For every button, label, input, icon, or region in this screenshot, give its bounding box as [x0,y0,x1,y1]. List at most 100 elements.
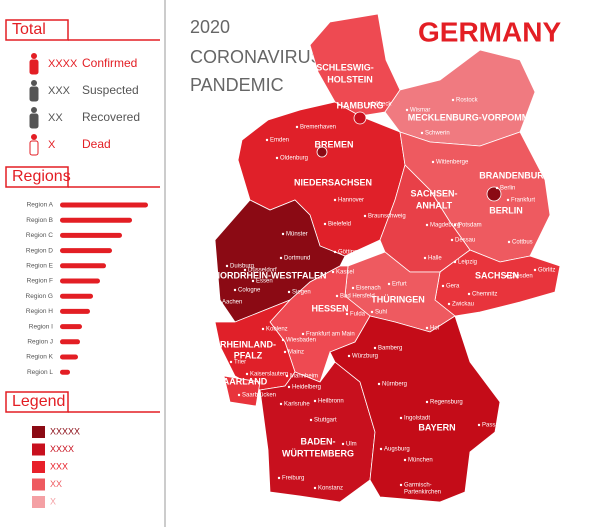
city-dot [447,302,451,306]
city-dot [281,338,285,342]
count: X [48,139,56,151]
city-dot [399,483,403,487]
city-dot [370,310,374,314]
city-label: Saarbrücken [242,393,276,399]
city-label: Emden [270,138,289,144]
city-label: Ingolstadt [404,416,430,422]
city-label: Münster [286,232,308,238]
state-label: NORDRHEIN-WESTFALEN [214,270,327,280]
city-label: Hof [430,326,440,332]
city-label: Kaiserslautern [250,372,288,378]
city-label: Bamberg [378,346,402,352]
city-label: Wittenberge [436,160,469,166]
region-label: Region F [27,278,53,285]
city-dot [313,399,317,403]
city-dot [363,214,367,218]
state-label: BREMEN [314,139,353,149]
city-dot [285,374,289,378]
state-label: HESSEN [311,303,348,313]
bar [60,263,106,269]
city-label: Karlsruhe [284,402,310,408]
city-label: Oldenburg [280,156,308,162]
city-label: Partenkirchen [404,490,441,496]
city-label: Konstanz [318,486,343,492]
city-dot [313,486,317,490]
legend-swatch [32,443,45,456]
city-label: Erfurt [392,282,407,288]
city-dot [467,292,471,296]
city-dot [431,160,435,164]
city-label: Nürnberg [382,382,407,388]
bar [60,202,148,208]
person-icon [29,86,39,102]
city-label: Heidelberg [292,385,321,391]
state-shape [223,375,261,407]
legend-swatch [32,496,45,508]
region-label: Region I [29,323,53,330]
city-dot [251,279,255,283]
city-dot [233,288,237,292]
status-label: Suspected [82,83,139,97]
city-dot [333,198,337,202]
city-dot [373,346,377,350]
city-label: Bremerhaven [300,125,336,131]
person-icon [31,80,37,86]
city-dot [450,238,454,242]
region-label: Region A [27,202,54,209]
city-label: Heilbronn [318,399,344,405]
city-dot [277,476,281,480]
legend-swatch [32,478,45,491]
city-dot [281,232,285,236]
state-label: NIEDERSACHSEN [294,177,372,187]
state-shape [214,299,296,391]
person-icon [29,59,39,75]
city-label: Wiesbaden [286,338,316,344]
city-label: Magdeburg [430,223,460,229]
city-label: Würzburg [352,354,378,360]
heading: Regions [12,168,71,185]
region-label: Region E [26,263,53,270]
city-dot [387,282,391,286]
bar [60,339,80,345]
status-label: Confirmed [82,56,137,70]
legend-swatch [32,461,45,473]
city-label: Gera [446,284,460,290]
city-label: München [408,458,433,464]
state-label: THÜRINGEN [371,294,425,304]
city-label: Garmisch- [404,483,432,489]
city-label: Dresden [510,274,533,280]
count: XXX [48,85,71,97]
state-label: RHEINLAND- [220,339,276,349]
country: GERMANY [418,16,561,47]
city-dot [275,156,279,160]
city-label: Siegen [292,290,311,296]
title-line: PANDEMIC [190,75,284,95]
city-label: Potsdam [458,223,482,229]
city-label: Passau [482,423,502,429]
city-label: Berlin [500,186,515,192]
city-dot [287,290,291,294]
status-label: Recovered [82,110,140,124]
city-dot [367,102,371,106]
bar [60,308,90,314]
city-dot [425,223,429,227]
state-label: HAMBURG [337,100,384,110]
city-label: Rostock [456,98,479,104]
city-label: Hannover [338,198,364,204]
city-dot [507,240,511,244]
state-label: BERLIN [489,205,523,215]
city-label: Augsburg [384,447,410,453]
city-dot [495,186,499,190]
city-dot [453,223,457,227]
region-label: Region L [27,369,53,376]
heading-box [5,166,69,188]
region-label: Region K [26,354,53,361]
city-label: Freiburg [282,476,304,482]
city-label: Wismar [410,108,430,114]
city-label: Koblenz [266,327,288,333]
city-dot [477,423,481,427]
city-label: Kiel [376,10,386,16]
city-dot [423,256,427,260]
city-label: Göttingen [338,250,364,256]
